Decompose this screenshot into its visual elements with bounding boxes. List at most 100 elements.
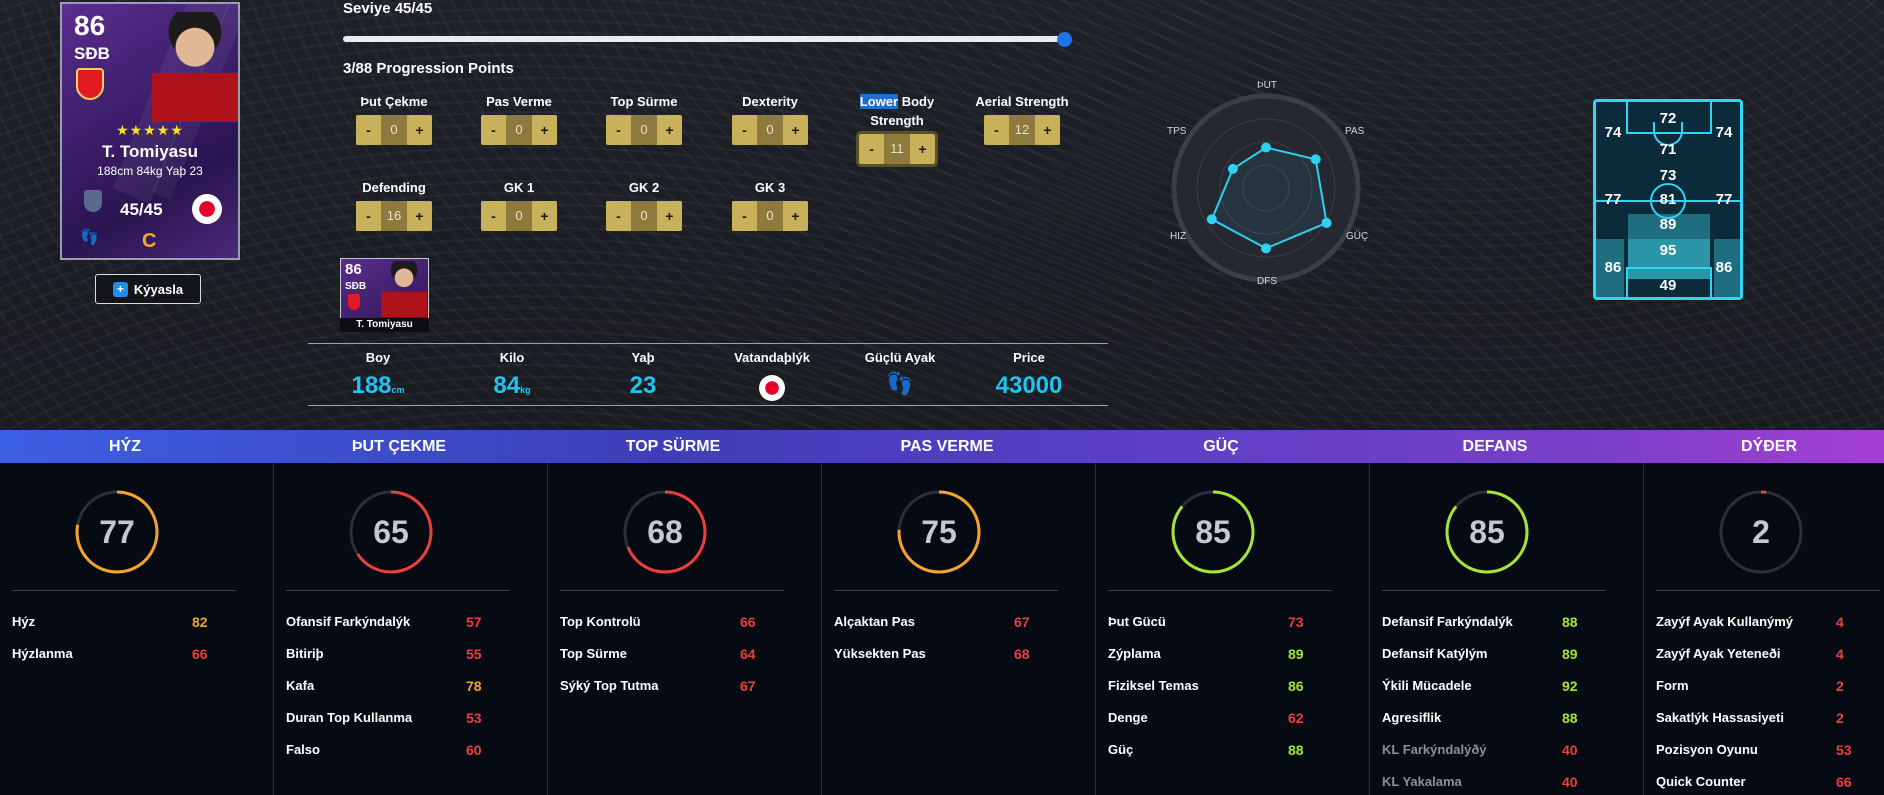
category-other[interactable]: DÝÐER <box>1740 438 1797 455</box>
info-weight: Kilo 84kg <box>442 350 582 400</box>
stat-row: Pozisyon Oyunu 53 <box>1656 742 1884 762</box>
stepper-value: 0 <box>766 122 774 137</box>
overall-value: 68 <box>647 514 683 550</box>
japan-flag-icon <box>759 375 785 401</box>
radar-label-passing: PAS <box>1345 126 1365 137</box>
stat-group-other: 2 Zayýf Ayak Kullanýmý 4 Zayýf Ayak Yeteneð… <box>1644 463 1884 795</box>
plus-button[interactable]: + <box>407 115 432 145</box>
pitch-value: 77 <box>1604 191 1622 208</box>
plus-button[interactable]: + <box>532 115 557 145</box>
minus-button[interactable]: - <box>732 201 757 231</box>
minus-button[interactable]: - <box>481 201 506 231</box>
category-power[interactable]: GÜÇ <box>1203 438 1239 455</box>
minus-button[interactable]: - <box>606 115 631 145</box>
stat-row: Þut Gücü 73 <box>1108 614 1348 634</box>
minus-button[interactable]: - <box>356 115 381 145</box>
pitch-value: 86 <box>1715 259 1733 276</box>
plus-button[interactable]: + <box>783 115 808 145</box>
stat-value: 64 <box>740 646 756 662</box>
stat-name: Zayýf Ayak Kullanýmý <box>1656 614 1794 629</box>
stat-row: Duran Top Kullanma 53 <box>286 710 526 730</box>
stat-group-defense: 85 Defansif Farkýndalýk 88 Defansif Katýlým… <box>1370 463 1644 795</box>
progression-label: Pas Verme <box>486 94 552 109</box>
stat-name: Ofansif Farkýndalýk <box>286 614 411 629</box>
position-pitch: 72 74 74 71 73 77 81 77 89 95 86 86 49 <box>1593 99 1743 300</box>
stat-value: 57 <box>466 614 482 630</box>
progression-aerial-strength: Aerial Strength -12 + <box>962 92 1082 145</box>
card-player-name: T. Tomiyasu <box>101 142 199 161</box>
minus-button[interactable]: - <box>356 201 381 231</box>
stat-name: Top Kontrolü <box>560 614 641 629</box>
progression-label: GK 3 <box>754 180 786 195</box>
stat-name: Top Sürme <box>560 646 627 661</box>
stat-name: Defansif Farkýndalýk <box>1382 614 1513 629</box>
player-card[interactable]: 86 SÐB ★★★★★ T. Tomiyasu 188cm 84kg Yaþ … <box>60 2 240 260</box>
plus-button[interactable]: + <box>657 201 682 231</box>
pitch-value: 89 <box>1659 216 1677 233</box>
category-speed[interactable]: HÝZ <box>109 438 141 455</box>
plus-button[interactable]: + <box>532 201 557 231</box>
divider <box>12 590 236 591</box>
stepper: -0 + <box>481 201 557 231</box>
divider <box>834 590 1058 591</box>
plus-button[interactable]: + <box>407 201 432 231</box>
stat-name: Güç <box>1108 742 1134 757</box>
stat-name: Hýz <box>12 614 36 629</box>
category-dribbling[interactable]: TOP SÜRME <box>625 438 721 455</box>
age-value: 23 <box>629 372 657 399</box>
stepper-value: 16 <box>386 208 402 223</box>
pitch-zone <box>1596 239 1624 297</box>
stat-row: Güç 88 <box>1108 742 1348 762</box>
stat-row: Quick Counter 66 <box>1656 774 1884 794</box>
minus-button[interactable]: - <box>606 201 631 231</box>
stat-name: KL Farkýndalýðý <box>1382 742 1487 757</box>
gauge-fill <box>75 490 159 574</box>
level-slider-thumb[interactable] <box>1057 32 1072 47</box>
overall-gauge <box>1171 490 1255 574</box>
gauge-fill <box>897 490 981 574</box>
stepper: -0 + <box>732 115 808 145</box>
stat-value: 88 <box>1562 614 1578 630</box>
progression-points-label: 3/88 Progression Points <box>343 60 514 77</box>
overall-value: 77 <box>99 514 135 550</box>
stat-row: Falso 60 <box>286 742 526 762</box>
pitch-arc-top <box>1653 122 1683 146</box>
league-badge-icon <box>84 190 102 212</box>
stat-name: Denge <box>1108 710 1148 725</box>
overall-gauge <box>623 490 707 574</box>
minus-button[interactable]: - <box>984 115 1009 145</box>
plus-button[interactable]: + <box>783 201 808 231</box>
stat-value: 89 <box>1288 646 1304 662</box>
stat-value: 88 <box>1562 710 1578 726</box>
stat-value: 88 <box>1288 742 1304 758</box>
stat-row: Zayýf Ayak Yeteneði 4 <box>1656 646 1884 666</box>
plus-button[interactable]: + <box>1035 115 1060 145</box>
stat-name: Ýkili Mücadele <box>1382 678 1472 693</box>
minus-button[interactable]: - <box>859 134 884 164</box>
mini-card-rating: 86 <box>345 261 362 278</box>
pitch-value: 74 <box>1715 124 1733 141</box>
category-shooting[interactable]: ÞUT ÇEKME <box>351 438 447 455</box>
info-label: Boy <box>365 350 391 365</box>
level-slider-track[interactable] <box>343 36 1065 42</box>
overall-gauge <box>1719 490 1803 574</box>
plus-button[interactable]: + <box>910 134 935 164</box>
stat-row: KL Yakalama 40 <box>1382 774 1622 794</box>
category-passing[interactable]: PAS VERME <box>900 438 994 455</box>
radar-ring <box>1242 164 1290 212</box>
stepper-value: 12 <box>1014 122 1030 137</box>
pitch-value: 86 <box>1604 259 1622 276</box>
radar-chart: ÞUT PAS GÜÇ DFS HIZ TPS <box>1160 80 1380 290</box>
minus-button[interactable]: - <box>481 115 506 145</box>
stepper-value: 0 <box>640 122 648 137</box>
price-value: 43000 <box>995 372 1063 399</box>
category-defense[interactable]: DEFANS <box>1462 438 1528 455</box>
minus-button[interactable]: - <box>732 115 757 145</box>
overall-value: 65 <box>373 514 409 550</box>
stat-name: Hýzlanma <box>12 646 73 661</box>
label-rest: Body Strength <box>870 94 935 128</box>
radar-ring <box>1171 93 1361 283</box>
divider <box>1382 590 1606 591</box>
plus-button[interactable]: + <box>657 115 682 145</box>
compare-button[interactable]: + Kýyasla <box>95 274 201 304</box>
